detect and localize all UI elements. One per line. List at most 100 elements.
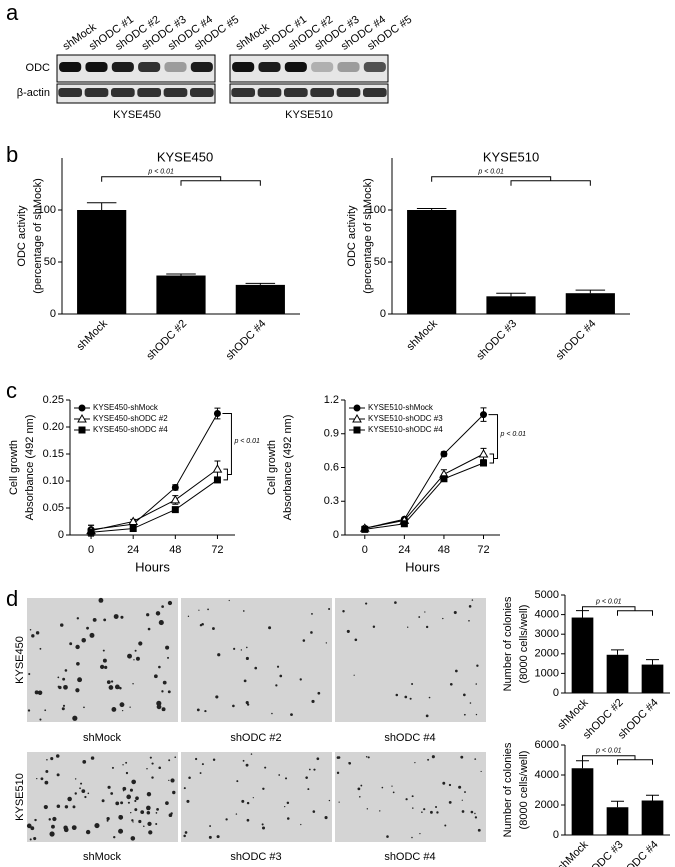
error-bar (416, 207, 447, 210)
colony-dot (379, 810, 381, 812)
colony-dot (254, 666, 258, 670)
blot-row-label: β-actin (17, 87, 50, 99)
colony-dot (245, 656, 249, 661)
annotation: p < 0.01 (477, 169, 504, 176)
colony-dot (151, 762, 154, 765)
blot-band (311, 62, 334, 72)
colony-dot (394, 601, 397, 604)
image-row-label: KYSE450 (14, 636, 26, 684)
colony-dot (102, 649, 105, 652)
data-point (171, 483, 179, 491)
colony-dot (448, 783, 452, 787)
colony-dot (167, 600, 173, 606)
colony-dot (313, 768, 316, 771)
image-caption: shMock (83, 732, 121, 744)
colony-dot (464, 791, 466, 793)
colony-dot (261, 823, 264, 826)
colony-dot (50, 757, 54, 761)
colony-dot (146, 810, 151, 815)
colony-dot (126, 794, 132, 800)
x-tick-label: 24 (127, 544, 139, 556)
blot-band (85, 62, 108, 72)
colony-dot (444, 824, 447, 827)
blot-band (84, 88, 109, 97)
colony-dot (284, 806, 286, 808)
legend-label: KYSE450-shODC #4 (93, 425, 168, 434)
colony-dot (130, 811, 132, 814)
data-point (212, 464, 223, 473)
colony-dot (110, 680, 114, 683)
annotation: p < 0.01 (595, 599, 622, 606)
y-tick-label: 0 (553, 687, 559, 699)
y-axis-label: ODC activity (16, 205, 28, 267)
colony-dot (170, 812, 173, 815)
colony-dot (35, 631, 40, 635)
colony-dot (111, 707, 117, 712)
colony-dot (162, 680, 167, 685)
colony-dot (448, 800, 452, 804)
colony-dot (360, 784, 363, 787)
colony-dot (110, 792, 114, 795)
y-tick-label: 4000 (535, 769, 559, 781)
blot-caption: KYSE450 (113, 109, 161, 121)
colony-dot (215, 695, 219, 699)
colony-dot (271, 712, 273, 715)
series-line (91, 413, 218, 531)
colony-dot (302, 639, 306, 642)
colony-dot (184, 831, 188, 834)
x-tick-label: 72 (477, 544, 489, 556)
colony-dot (107, 785, 111, 789)
blot-row-label: ODC (26, 62, 51, 74)
colony-dot (151, 776, 154, 779)
data-point (129, 525, 137, 533)
significance-bracket (582, 755, 653, 765)
colony-dot (336, 771, 340, 775)
bar (641, 664, 664, 693)
legend-marker (353, 404, 361, 412)
colony-dot (236, 780, 239, 783)
y-tick-label: 0 (50, 308, 56, 320)
colony-dot (103, 618, 107, 622)
colony-dot (246, 646, 248, 649)
colony-dot (365, 602, 368, 605)
colony-dot (113, 836, 116, 839)
colony-dot (275, 684, 278, 687)
colony-dot (134, 799, 137, 803)
colony-dot (232, 704, 235, 708)
colony-dot (242, 759, 245, 762)
colony-image (335, 598, 486, 722)
image-caption: shODC #2 (230, 732, 281, 744)
colony-dot (198, 609, 200, 611)
colony-dot (425, 714, 429, 718)
y-tick-label: 100 (38, 204, 56, 216)
colony-dot (146, 767, 148, 770)
colony-dot (30, 826, 35, 831)
colony-dot (165, 645, 170, 650)
colony-dot (101, 799, 105, 803)
colony-dot (241, 799, 245, 803)
colony-dot (242, 610, 245, 612)
colony-dot (225, 818, 228, 821)
blot-band (59, 62, 82, 72)
blot-band (363, 62, 386, 72)
annotation: p < 0.01 (500, 431, 527, 438)
y-axis-label: (percentage of shMock) (362, 178, 374, 294)
y-axis-label: Number of colonies (502, 596, 514, 691)
colony-dot (264, 766, 267, 769)
colony-dot (337, 756, 341, 759)
y-tick-label: 0.3 (324, 495, 339, 507)
colony-dot (338, 801, 340, 803)
annotation: p < 0.01 (233, 438, 260, 445)
colony-dot (149, 756, 152, 759)
x-tick-label: shODC #3 (581, 839, 626, 867)
y-tick-label: 4000 (535, 609, 559, 621)
colony-dot (168, 759, 171, 762)
colony-dot (470, 810, 474, 814)
colony-dot (120, 818, 122, 820)
colony-dot (155, 611, 161, 616)
blot-band (284, 62, 307, 72)
colony-dot (158, 665, 161, 669)
colony-dot (44, 709, 47, 712)
blot-band (310, 88, 335, 97)
bar (235, 284, 285, 314)
